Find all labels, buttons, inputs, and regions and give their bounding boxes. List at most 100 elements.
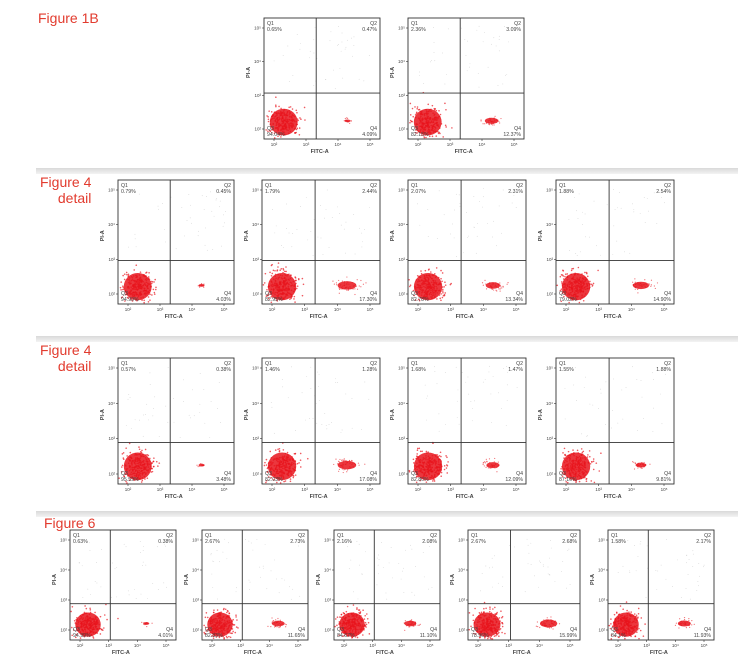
y-tick-label: 10⁴ — [324, 568, 331, 573]
y-axis-title: PI-A — [390, 230, 396, 241]
quadrant-label-q3: Q3 — [559, 291, 566, 297]
x-tick-label: 10⁵ — [367, 487, 374, 492]
y-tick-label: 10² — [192, 628, 199, 633]
q3-event-cluster — [408, 267, 452, 302]
quadrant-label-q2: Q2 — [370, 361, 377, 367]
y-tick-label: 10³ — [598, 598, 605, 603]
x-tick-label: 10⁴ — [628, 487, 635, 492]
quadrant-value-q1: 2.36% — [411, 27, 426, 33]
quadrant-value-q2: 2.17% — [696, 539, 711, 545]
quadrant-label-q3: Q3 — [611, 627, 618, 633]
quadrant-label-q2: Q2 — [224, 183, 231, 189]
quadrant-label-q4: Q4 — [664, 471, 671, 477]
q4-event-cluster — [267, 617, 287, 629]
sparse-events — [617, 539, 705, 600]
section-label-figure-4-detail-a: Figure 4 detail — [40, 174, 92, 206]
x-tick-label: 10³ — [595, 307, 602, 312]
q4-event-cluster — [535, 616, 561, 630]
quadrant-value-q3: 82.78% — [411, 297, 429, 303]
quadrant-label-q2: Q2 — [430, 533, 437, 539]
quadrant-label-q3: Q3 — [267, 126, 274, 132]
quadrant-value-q4: 3.48% — [216, 477, 231, 483]
y-axis-title: PI-A — [390, 67, 396, 78]
y-tick-label: 10³ — [458, 598, 465, 603]
section-divider-1 — [36, 168, 738, 174]
q3-event-cluster — [70, 603, 119, 639]
x-tick-label: 10³ — [643, 643, 650, 648]
quadrant-value-q2: 0.47% — [362, 27, 377, 33]
quadrant-label-q2: Q2 — [370, 183, 377, 189]
y-tick-label: 10⁴ — [398, 401, 405, 406]
y-axis-title: PI-A — [316, 574, 322, 585]
q3-event-cluster — [262, 262, 305, 304]
y-tick-label: 10⁵ — [108, 188, 115, 193]
q3-event-cluster — [203, 607, 239, 640]
y-tick-label: 10³ — [108, 436, 115, 441]
x-axis-title: FITC-A — [376, 650, 394, 656]
q4-event-cluster — [332, 276, 367, 296]
x-tick-label: 10² — [271, 142, 278, 147]
x-tick-label: 10⁵ — [295, 643, 302, 648]
x-axis-title: FITC-A — [650, 650, 668, 656]
quadrant-label-q4: Q4 — [370, 126, 377, 132]
y-tick-label: 10⁴ — [108, 401, 115, 406]
quadrant-value-q1: 1.58% — [611, 539, 626, 545]
sparse-events — [78, 541, 167, 600]
quadrant-label-q2: Q2 — [166, 533, 173, 539]
quadrant-value-q2: 2.73% — [290, 539, 305, 545]
y-tick-label: 10⁵ — [60, 538, 67, 543]
q4-event-cluster — [197, 282, 205, 288]
q3-event-cluster — [608, 601, 646, 640]
y-axis-title: PI-A — [244, 230, 250, 241]
sparse-events — [270, 366, 370, 434]
quadrant-label-q2: Q2 — [370, 21, 377, 27]
quadrant-value-q3: 82.83% — [205, 633, 223, 639]
x-tick-label: 10⁴ — [189, 487, 196, 492]
x-tick-label: 10⁴ — [628, 307, 635, 312]
x-tick-label: 10² — [269, 307, 276, 312]
quadrant-value-q4: 4.03% — [216, 297, 231, 303]
sparse-events — [125, 366, 221, 438]
quadrant-label-q2: Q2 — [570, 533, 577, 539]
sparse-events — [568, 189, 665, 256]
quadrant-value-q3: 82.80% — [411, 477, 429, 483]
x-tick-label: 10³ — [301, 487, 308, 492]
y-tick-label: 10⁵ — [546, 188, 553, 193]
sparse-events — [419, 25, 509, 88]
quadrant-label-q3: Q3 — [337, 627, 344, 633]
y-tick-label: 10⁴ — [60, 568, 67, 573]
y-tick-label: 10³ — [546, 257, 553, 262]
x-tick-label: 10³ — [369, 643, 376, 648]
quadrant-value-q1: 0.57% — [121, 367, 136, 373]
y-tick-label: 10⁴ — [252, 401, 259, 406]
q3-event-cluster — [265, 96, 306, 139]
q3-event-cluster — [468, 601, 506, 640]
quadrant-label-q3: Q3 — [265, 471, 272, 477]
y-tick-label: 10⁵ — [192, 538, 199, 543]
y-tick-label: 10² — [546, 472, 553, 477]
x-tick-label: 10⁴ — [480, 307, 487, 312]
x-axis-title: FITC-A — [455, 149, 473, 155]
quadrant-value-q4: 11.93% — [694, 633, 712, 639]
quadrant-value-q1: 0.63% — [73, 539, 88, 545]
y-axis-title: PI-A — [538, 230, 544, 241]
x-tick-label: 10⁴ — [334, 307, 341, 312]
q4-event-cluster — [480, 115, 502, 126]
y-tick-label: 10⁵ — [398, 366, 405, 371]
x-tick-label: 10³ — [157, 307, 164, 312]
x-tick-label: 10⁵ — [701, 643, 708, 648]
y-tick-label: 10² — [546, 292, 553, 297]
y-tick-label: 10⁴ — [546, 401, 553, 406]
sparse-events — [564, 366, 666, 437]
quadrant-label-q4: Q4 — [516, 471, 523, 477]
y-tick-label: 10⁵ — [598, 538, 605, 543]
x-tick-label: 10² — [269, 487, 276, 492]
x-axis-title: FITC-A — [456, 314, 474, 320]
q3-event-cluster — [334, 604, 371, 639]
x-axis-title: FITC-A — [165, 494, 183, 500]
y-tick-label: 10⁵ — [398, 188, 405, 193]
y-tick-label: 10⁵ — [458, 538, 465, 543]
x-tick-label: 10³ — [237, 643, 244, 648]
